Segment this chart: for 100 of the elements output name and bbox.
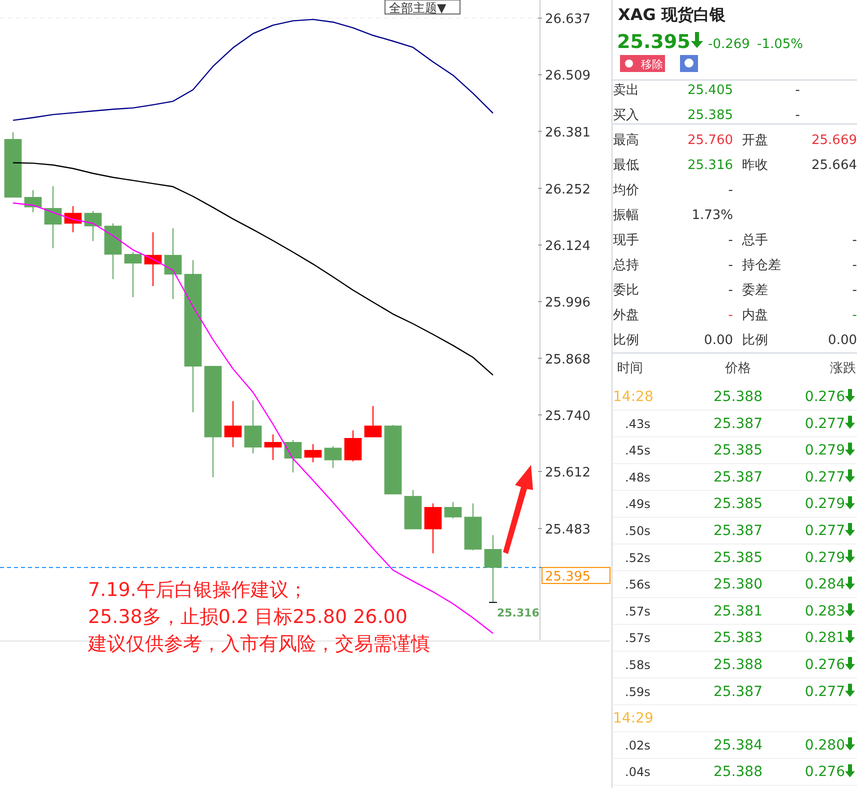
text: 0.276 xyxy=(804,389,846,405)
candlestick xyxy=(224,400,242,448)
candlestick xyxy=(304,444,322,463)
text: 25.669 xyxy=(812,133,857,148)
text: 0.280 xyxy=(804,737,845,754)
candlestick xyxy=(84,210,102,242)
text: - xyxy=(852,233,857,248)
text: 价格 xyxy=(724,361,751,376)
text: 0.276 xyxy=(804,657,846,673)
text: 25.405 xyxy=(688,83,733,98)
y-tick-label: 25.868 xyxy=(545,352,590,368)
text: 比例 xyxy=(613,333,639,348)
text: 25.385 xyxy=(688,108,733,123)
candlestick xyxy=(284,440,302,473)
text: 总手 xyxy=(741,233,768,248)
text: 总持 xyxy=(612,258,639,273)
text: - xyxy=(795,83,800,98)
text: 25.385 xyxy=(714,550,762,566)
text: 开盘 xyxy=(742,133,768,148)
text: 买入 xyxy=(613,108,639,123)
annotation: 全部主题▼ xyxy=(389,1,447,15)
text: 25.387 xyxy=(714,416,762,432)
y-tick-label: 25.483 xyxy=(545,522,590,538)
text: 委差 xyxy=(742,283,768,298)
text: 0.281 xyxy=(804,630,845,646)
text: 振幅 xyxy=(613,208,639,223)
candlestick xyxy=(124,252,142,298)
text: - xyxy=(728,283,734,298)
text: 14:29 xyxy=(613,710,654,727)
text: 25.384 xyxy=(714,737,763,754)
text: 0.279 xyxy=(804,550,845,566)
text: -1.05% xyxy=(757,37,803,52)
text: 1.73% xyxy=(692,208,733,223)
text: .45s xyxy=(625,444,650,458)
text: 0.279 xyxy=(804,442,845,459)
text: 内盘 xyxy=(742,308,768,323)
text: - xyxy=(728,308,734,323)
text: 移除 xyxy=(641,58,663,71)
text: - xyxy=(795,108,800,123)
annotation: 7.19.午后白银操作建议； xyxy=(88,579,308,601)
text: .48s xyxy=(625,470,650,484)
y-tick-label: 26.124 xyxy=(545,239,590,254)
candlestick xyxy=(444,502,462,519)
text: 持仓差 xyxy=(742,258,781,273)
text: 0.284 xyxy=(804,576,846,593)
text: 0.277 xyxy=(804,684,845,700)
text: 25.385 xyxy=(714,442,762,459)
text: 25.388 xyxy=(714,764,762,780)
text: 时间 xyxy=(617,361,643,376)
candlestick xyxy=(264,434,282,460)
text: 0.277 xyxy=(804,469,845,486)
line-series xyxy=(12,162,494,376)
y-tick-label: 26.509 xyxy=(545,68,590,84)
annotation: 25.38多，止损0.2 目标25.80 26.00 xyxy=(88,606,408,628)
text: 0.276 xyxy=(804,764,846,780)
text: 14:28 xyxy=(613,389,654,405)
text: 0.283 xyxy=(804,603,845,620)
text: - xyxy=(852,308,857,323)
text: 25.385 xyxy=(714,496,762,512)
text: .57s xyxy=(625,631,650,646)
text: .02s xyxy=(625,738,650,752)
text: 现手 xyxy=(613,233,639,248)
y-tick-label: 25.612 xyxy=(545,465,590,480)
ref-line-label: 25.395 xyxy=(545,569,590,584)
text: XAG 现货白银 xyxy=(618,5,726,24)
text: 25.388 xyxy=(714,389,762,405)
text: .59s xyxy=(625,684,650,699)
text: 0.00 xyxy=(828,333,857,348)
text: .57s xyxy=(625,604,650,618)
text: - xyxy=(852,258,857,273)
text: 涨跌 xyxy=(830,361,856,376)
text: - xyxy=(852,283,857,298)
text: 25.380 xyxy=(714,576,762,593)
text: .49s xyxy=(625,497,650,512)
text: - xyxy=(728,233,734,248)
candlestick xyxy=(484,534,502,603)
text: 均价 xyxy=(612,183,639,198)
text: 最高 xyxy=(613,132,639,148)
candlestick xyxy=(44,186,62,249)
y-tick-label: 25.996 xyxy=(545,296,590,311)
text: 卖出 xyxy=(613,83,639,98)
text: 委比 xyxy=(613,283,639,298)
text: 0.277 xyxy=(804,523,845,539)
annotation: 建议仅供参考，入市有风险，交易需谨慎 xyxy=(87,633,430,655)
text: 昨收 xyxy=(742,158,768,173)
y-tick-label: 26.637 xyxy=(545,12,590,28)
text: 25.383 xyxy=(714,630,762,646)
candlestick xyxy=(364,406,382,438)
text: 25.387 xyxy=(714,684,762,700)
y-tick-label: 26.381 xyxy=(545,125,590,140)
line-series xyxy=(12,18,494,121)
text: 25.387 xyxy=(714,523,762,539)
candlestick xyxy=(324,446,342,468)
candlestick xyxy=(164,228,182,300)
text: .52s xyxy=(625,550,650,565)
text: 25.388 xyxy=(714,657,762,673)
text: 最低 xyxy=(613,158,639,173)
text: -0.269 xyxy=(708,37,750,52)
text: 比例 xyxy=(742,333,768,348)
text: 25.381 xyxy=(714,603,762,620)
